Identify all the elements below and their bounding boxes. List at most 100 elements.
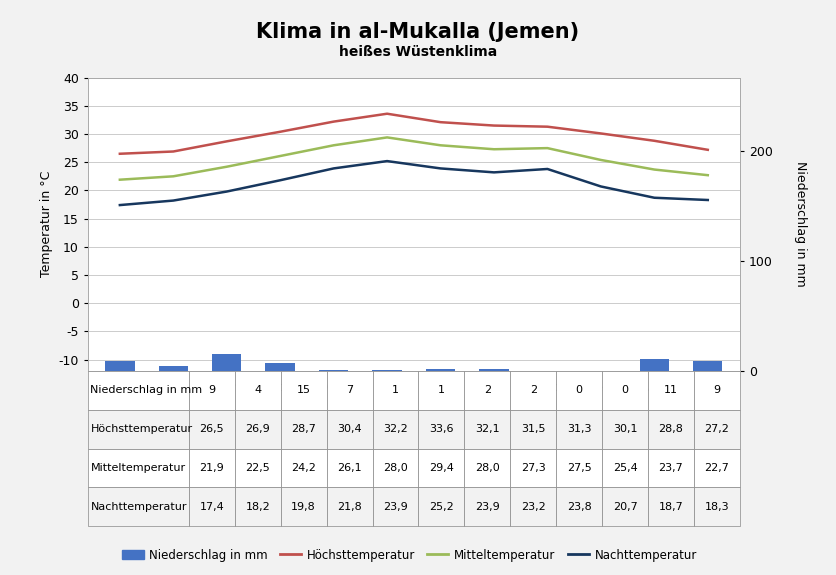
Bar	[105, 361, 135, 371]
Bar	[556, 448, 602, 488]
Bar	[189, 448, 235, 488]
Text: 26,5: 26,5	[200, 424, 224, 434]
Text: 28,0: 28,0	[383, 463, 408, 473]
Bar	[419, 488, 464, 526]
Text: 21,8: 21,8	[337, 502, 362, 512]
Text: Klima in al-Mukalla (Jemen): Klima in al-Mukalla (Jemen)	[257, 22, 579, 41]
Bar	[694, 448, 740, 488]
Legend: Niederschlag in mm, Höchsttemperatur, Mitteltemperatur, Nachttemperatur: Niederschlag in mm, Höchsttemperatur, Mi…	[118, 544, 701, 566]
Text: 28,7: 28,7	[291, 424, 316, 434]
Bar	[602, 371, 648, 409]
Bar	[235, 488, 281, 526]
Bar	[419, 409, 464, 448]
Text: 24,2: 24,2	[291, 463, 316, 473]
Bar	[510, 488, 556, 526]
Text: 4: 4	[254, 385, 262, 395]
Text: 18,3: 18,3	[705, 502, 729, 512]
Text: 22,7: 22,7	[705, 463, 729, 473]
Text: Nachttemperatur: Nachttemperatur	[90, 502, 187, 512]
Text: 21,9: 21,9	[200, 463, 224, 473]
Text: 23,9: 23,9	[475, 502, 500, 512]
Text: 19,8: 19,8	[291, 502, 316, 512]
Text: 28,0: 28,0	[475, 463, 500, 473]
Bar	[159, 366, 188, 371]
Bar	[479, 369, 508, 371]
Text: 0: 0	[576, 385, 583, 395]
Bar	[694, 409, 740, 448]
Text: 23,8: 23,8	[567, 502, 592, 512]
Bar	[281, 448, 327, 488]
Text: 31,5: 31,5	[521, 424, 545, 434]
Text: 33,6: 33,6	[429, 424, 454, 434]
Text: 25,2: 25,2	[429, 502, 454, 512]
Text: 23,7: 23,7	[659, 463, 683, 473]
Text: 1: 1	[438, 385, 445, 395]
Bar	[373, 371, 419, 409]
Text: 1: 1	[392, 385, 399, 395]
Bar	[694, 371, 740, 409]
Text: 2: 2	[484, 385, 491, 395]
Text: 2: 2	[530, 385, 537, 395]
Text: 23,9: 23,9	[383, 502, 408, 512]
Bar	[281, 371, 327, 409]
Text: 18,7: 18,7	[659, 502, 683, 512]
Bar	[327, 488, 373, 526]
Bar	[235, 448, 281, 488]
Text: 9: 9	[208, 385, 216, 395]
Bar	[602, 488, 648, 526]
Bar	[556, 409, 602, 448]
Text: 9: 9	[713, 385, 721, 395]
Bar	[693, 361, 722, 371]
Text: 28,8: 28,8	[659, 424, 683, 434]
Bar	[602, 448, 648, 488]
Bar	[189, 371, 235, 409]
Bar	[510, 409, 556, 448]
Y-axis label: Niederschlag in mm: Niederschlag in mm	[793, 162, 807, 287]
Bar	[235, 371, 281, 409]
Bar	[373, 488, 419, 526]
Bar	[640, 359, 669, 371]
Bar	[694, 488, 740, 526]
Text: 30,4: 30,4	[337, 424, 362, 434]
Text: Höchsttemperatur: Höchsttemperatur	[90, 424, 192, 434]
Bar	[266, 363, 295, 371]
Text: 27,3: 27,3	[521, 463, 546, 473]
Text: 18,2: 18,2	[245, 502, 270, 512]
Bar	[373, 409, 419, 448]
Text: 23,2: 23,2	[521, 502, 546, 512]
Text: 32,2: 32,2	[383, 424, 408, 434]
Bar	[281, 488, 327, 526]
Text: 0: 0	[622, 385, 629, 395]
Text: 17,4: 17,4	[200, 502, 224, 512]
Text: 30,1: 30,1	[613, 424, 637, 434]
Bar	[426, 369, 456, 371]
Text: 20,7: 20,7	[613, 502, 637, 512]
Text: 27,2: 27,2	[705, 424, 729, 434]
Text: 25,4: 25,4	[613, 463, 637, 473]
Text: 7: 7	[346, 385, 353, 395]
Bar	[419, 448, 464, 488]
Bar	[464, 488, 510, 526]
Bar	[319, 370, 349, 371]
Text: 11: 11	[664, 385, 678, 395]
Bar	[419, 371, 464, 409]
Bar	[88, 488, 189, 526]
Bar	[510, 448, 556, 488]
Bar	[510, 371, 556, 409]
Text: 31,3: 31,3	[567, 424, 591, 434]
Bar	[235, 409, 281, 448]
Text: 27,5: 27,5	[567, 463, 592, 473]
Bar	[189, 488, 235, 526]
Bar	[464, 409, 510, 448]
Bar	[648, 448, 694, 488]
Text: 32,1: 32,1	[475, 424, 500, 434]
Bar	[372, 370, 402, 371]
Text: 22,5: 22,5	[245, 463, 270, 473]
Bar	[88, 448, 189, 488]
Bar	[327, 371, 373, 409]
Bar	[88, 371, 189, 409]
Text: 15: 15	[297, 385, 311, 395]
Bar	[648, 488, 694, 526]
Bar	[327, 409, 373, 448]
Text: 26,1: 26,1	[337, 463, 362, 473]
